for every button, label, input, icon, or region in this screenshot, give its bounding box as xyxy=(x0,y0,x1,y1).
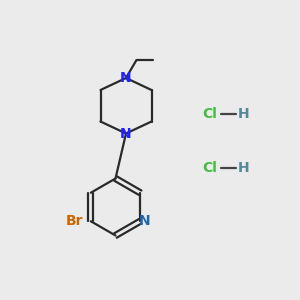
Text: N: N xyxy=(139,214,151,228)
Text: H: H xyxy=(238,107,249,121)
Text: N: N xyxy=(120,127,132,140)
Text: Cl: Cl xyxy=(202,161,217,175)
Text: N: N xyxy=(120,71,132,85)
Text: H: H xyxy=(238,161,249,175)
Text: Br: Br xyxy=(66,214,83,228)
Text: Cl: Cl xyxy=(202,107,217,121)
